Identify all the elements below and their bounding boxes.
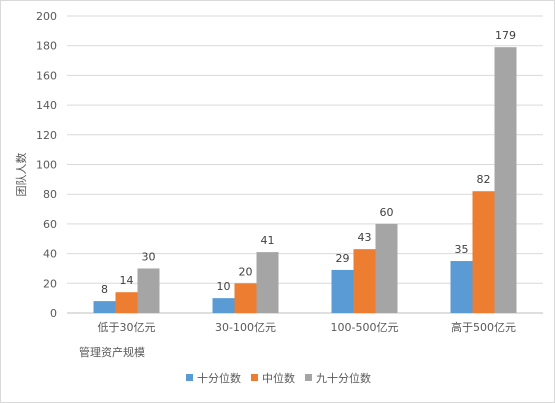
bar: [494, 47, 517, 314]
data-label: 14: [120, 274, 134, 287]
y-tick-label: 200: [36, 10, 57, 23]
data-label: 60: [380, 206, 394, 219]
data-label: 8: [101, 283, 108, 296]
x-category-label: 低于30亿元: [98, 321, 156, 334]
bar: [375, 223, 398, 313]
x-axis-title: 管理资产规模: [79, 345, 145, 359]
legend-swatch: [186, 374, 193, 381]
data-label: 30: [142, 250, 156, 263]
data-label: 41: [261, 234, 275, 247]
data-label: 179: [495, 29, 516, 42]
legend-swatch: [251, 374, 258, 381]
bar: [234, 283, 257, 313]
y-tick-label: 160: [36, 69, 57, 82]
data-label: 82: [477, 173, 491, 186]
x-category-label: 100-500亿元: [331, 321, 399, 334]
y-tick-label: 80: [43, 188, 57, 201]
y-tick-label: 100: [36, 159, 57, 172]
y-tick-label: 120: [36, 129, 57, 142]
data-label: 10: [217, 280, 231, 293]
x-category-label: 30-100亿元: [215, 321, 276, 334]
data-label: 35: [455, 243, 469, 256]
bar: [472, 191, 495, 313]
data-label: 29: [336, 252, 350, 265]
bar: [331, 269, 354, 313]
y-tick-label: 40: [43, 248, 57, 261]
legend-label: 十分位数: [197, 371, 241, 385]
data-label: 20: [239, 265, 253, 278]
bars: [93, 47, 517, 314]
bar: [115, 292, 138, 313]
legend-swatch: [305, 374, 312, 381]
y-axis-title: 团队人数: [14, 153, 28, 197]
legend-label: 中位数: [262, 371, 295, 385]
bar: [137, 268, 160, 313]
y-tick-label: 140: [36, 99, 57, 112]
y-axis-ticks: 0 20 40 60 80 100 120 140 160 180 200: [36, 10, 57, 320]
x-axis-categories: 低于30亿元 30-100亿元 100-500亿元 高于500亿元: [98, 320, 517, 334]
y-tick-label: 0: [50, 307, 57, 320]
data-label: 43: [358, 231, 372, 244]
y-tick-label: 20: [43, 277, 57, 290]
legend: 十分位数 中位数 九十分位数: [186, 371, 371, 385]
x-category-label: 高于500亿元: [451, 320, 516, 334]
bar: [450, 261, 473, 313]
y-tick-label: 60: [43, 218, 57, 231]
legend-label: 九十分位数: [316, 371, 371, 385]
y-tick-label: 180: [36, 40, 57, 53]
data-labels: 8 14 30 10 20 41 29 43 60 35 82 179: [101, 29, 516, 296]
bar: [93, 301, 116, 313]
bar: [256, 252, 279, 313]
bar: [212, 298, 235, 313]
bar: [353, 249, 376, 313]
